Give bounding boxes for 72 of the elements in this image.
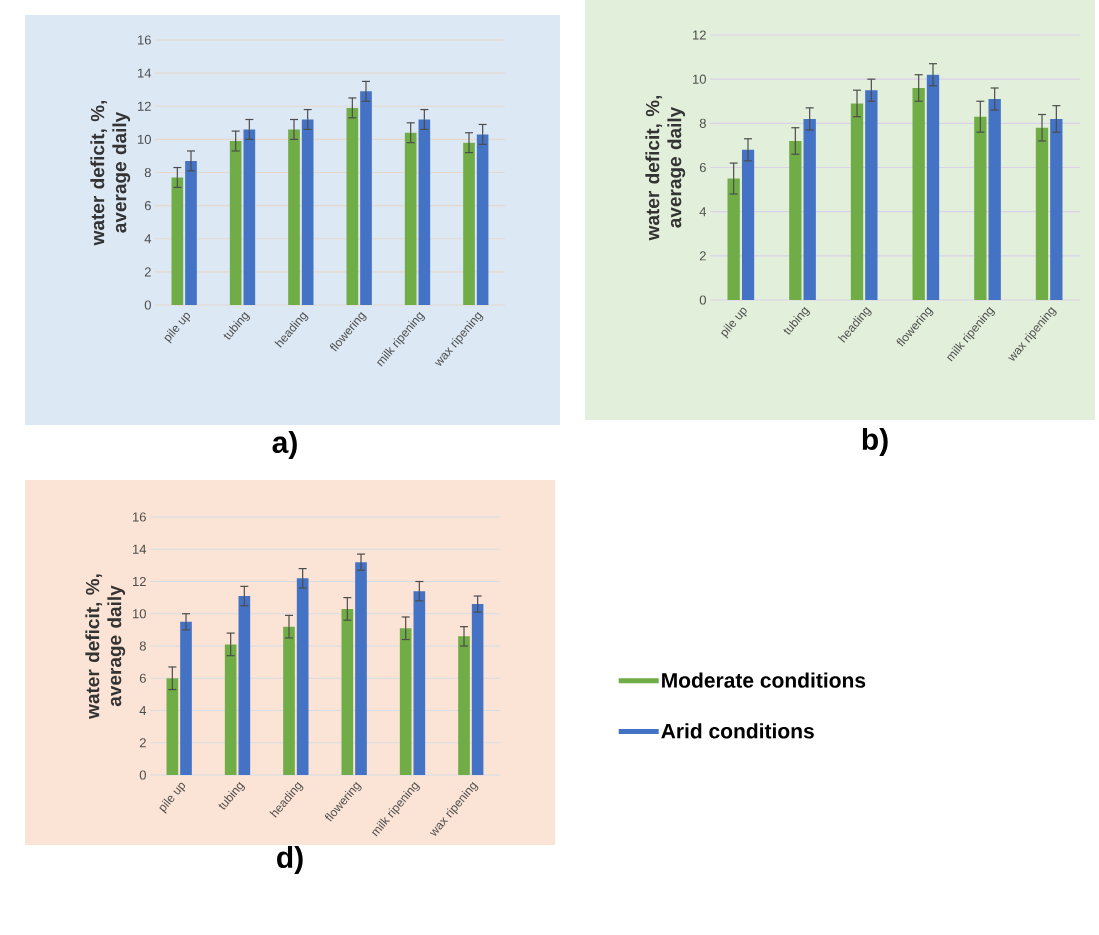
bar: [1050, 118, 1063, 300]
bar: [229, 141, 242, 305]
bar: [288, 129, 300, 305]
bar: [166, 678, 179, 775]
y-tick-label: 10: [133, 609, 146, 619]
bar: [355, 562, 367, 775]
x-tick-label: pile up: [159, 782, 186, 814]
bar: [912, 87, 925, 300]
text: a): [272, 431, 297, 459]
text: d): [277, 846, 303, 874]
bar: [171, 177, 184, 305]
y-axis-title: water deficit, %, average daily: [85, 574, 126, 719]
bar: [296, 578, 309, 775]
y-tick-label: 12: [138, 101, 151, 111]
y-tick-label: 14: [138, 68, 152, 78]
y-tick-label: 0: [139, 770, 146, 780]
y-tick-label: 4: [144, 234, 152, 244]
y-tick-label: 2: [139, 738, 146, 748]
y-tick-label: 14: [133, 544, 147, 554]
y-tick-label: 0: [144, 300, 151, 310]
bar: [224, 644, 237, 775]
bar: [974, 116, 987, 300]
y-tick-label: 8: [139, 641, 146, 651]
y-tick-label: 12: [693, 30, 706, 40]
bar: [301, 119, 314, 305]
bar: [283, 626, 295, 775]
bar: [865, 90, 878, 300]
bar: [463, 142, 475, 305]
bar: [341, 608, 354, 775]
y-tick-label: 8: [144, 167, 151, 178]
text: b): [862, 428, 888, 456]
y-tick-label: 4: [699, 207, 707, 217]
bar: [238, 596, 251, 775]
x-tick-label: pile up: [720, 307, 747, 339]
bar: [988, 99, 1001, 300]
y-tick-label: 10: [138, 134, 151, 144]
bar: [360, 91, 372, 305]
y-tick-label: 2: [699, 251, 706, 261]
bar: [850, 103, 864, 300]
y-tick-label: 10: [693, 74, 706, 84]
y-tick-label: 6: [144, 201, 151, 211]
bar: [413, 591, 426, 775]
bar: [727, 178, 740, 300]
y-axis-title: water deficit, %, average daily: [90, 100, 131, 246]
y-tick-label: 0: [699, 295, 706, 305]
bar: [476, 134, 489, 305]
bar: [471, 604, 484, 775]
y-tick-label: 4: [139, 706, 147, 715]
y-tick-label: 6: [139, 673, 146, 683]
y-tick-label: 16: [138, 35, 151, 45]
x-tick-label: pile up: [164, 312, 191, 344]
y-tick-label: 16: [133, 512, 146, 522]
bar: [458, 636, 470, 775]
bar: [399, 628, 412, 775]
y-axis-title: water deficit, %, average daily: [645, 95, 686, 241]
bar: [185, 160, 197, 305]
bar: [404, 132, 417, 305]
bar: [926, 74, 940, 300]
bar: [741, 149, 755, 300]
bar: [803, 118, 816, 300]
bar: [346, 107, 359, 305]
bar: [243, 129, 256, 305]
bar: [789, 141, 802, 300]
legend-label: Moderate conditions: [662, 672, 866, 688]
legend-label: Arid conditions: [661, 723, 814, 739]
bar: [1035, 127, 1049, 300]
bar: [418, 119, 431, 305]
y-tick-label: 12: [133, 576, 146, 587]
y-tick-label: 8: [699, 118, 706, 128]
y-tick-label: 6: [699, 162, 706, 173]
bar: [180, 621, 192, 775]
y-tick-label: 2: [144, 267, 151, 277]
